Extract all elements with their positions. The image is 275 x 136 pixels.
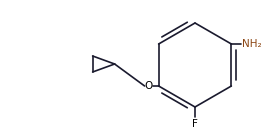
Text: NH₂: NH₂ [242,39,262,49]
Text: F: F [192,119,198,129]
Text: O: O [144,81,153,91]
